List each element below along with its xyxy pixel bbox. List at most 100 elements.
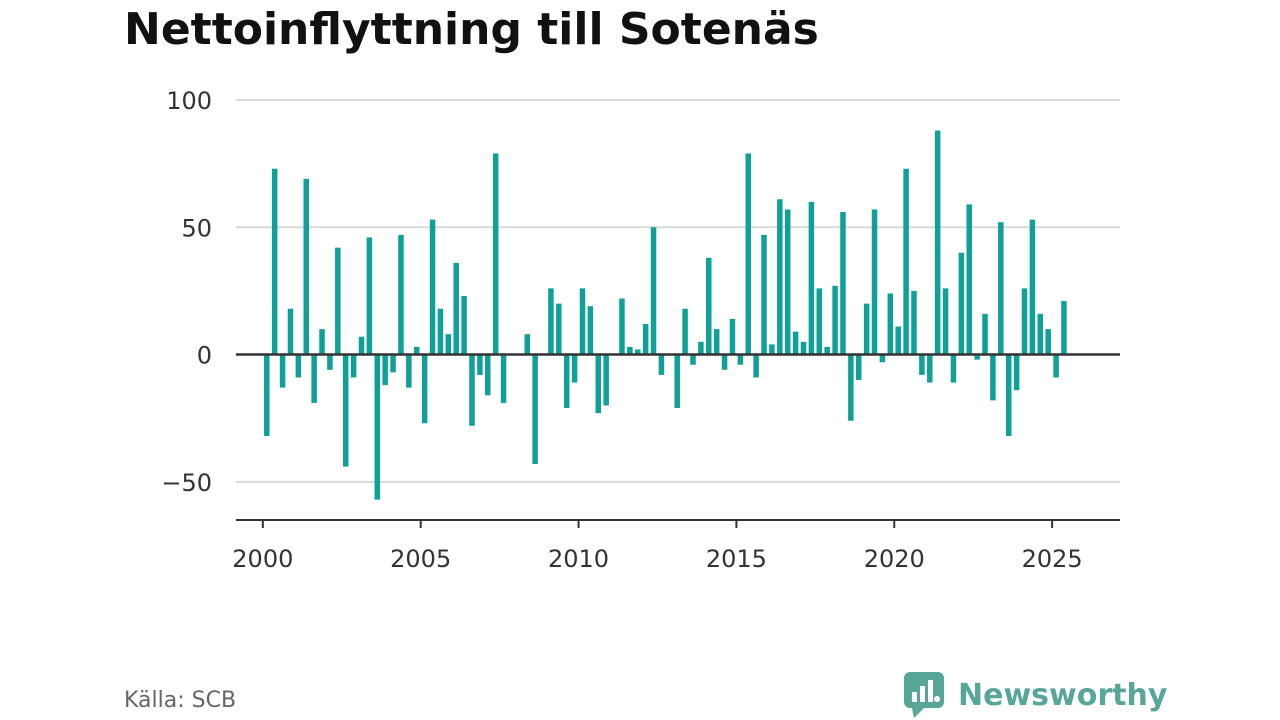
bar xyxy=(453,262,459,355)
bar xyxy=(958,252,965,355)
bar xyxy=(603,354,609,406)
bar xyxy=(548,288,554,355)
bar xyxy=(532,354,538,464)
bar xyxy=(1029,219,1036,355)
bar xyxy=(824,346,830,355)
bar xyxy=(461,296,467,355)
bar xyxy=(792,331,799,355)
bar xyxy=(477,354,483,375)
bar xyxy=(271,168,278,355)
bar xyxy=(382,354,388,386)
bar xyxy=(950,354,957,383)
bar xyxy=(966,204,972,355)
bar xyxy=(895,326,901,355)
y-tick-label: −50 xyxy=(161,469,212,497)
bar xyxy=(848,354,854,421)
bar xyxy=(342,354,349,467)
brand-name: Newsworthy xyxy=(958,677,1168,713)
bar xyxy=(492,153,499,355)
bars xyxy=(264,130,1067,500)
bar xyxy=(485,354,491,396)
bar xyxy=(1053,354,1059,378)
bar xyxy=(863,303,870,355)
axes xyxy=(236,353,1120,528)
bar xyxy=(879,354,886,363)
bar xyxy=(1045,329,1051,355)
bar xyxy=(737,354,744,365)
bar xyxy=(990,354,996,401)
bar xyxy=(856,354,862,380)
brand-logo: Newsworthy xyxy=(902,670,1167,720)
bar xyxy=(698,341,704,355)
bar xyxy=(887,293,894,355)
bar xyxy=(998,222,1004,355)
x-tick-labels: 2000 2005 2010 2015 2020 2025 xyxy=(232,545,1082,573)
bar xyxy=(429,219,436,355)
bar xyxy=(571,354,578,383)
bar xyxy=(982,313,988,355)
bar xyxy=(642,324,649,355)
bar xyxy=(445,334,452,355)
bar xyxy=(871,209,878,355)
bar xyxy=(911,290,917,355)
bar xyxy=(1061,301,1067,355)
bar xyxy=(627,346,633,355)
bar xyxy=(832,285,838,355)
bar xyxy=(658,354,665,375)
bar xyxy=(706,257,712,355)
bar xyxy=(816,288,823,355)
bar xyxy=(903,168,909,355)
chart-title: Nettoinflyttning till Sotenäs xyxy=(124,4,819,55)
x-tick-label: 2005 xyxy=(390,545,451,573)
source-note: Källa: SCB xyxy=(124,688,237,713)
bar xyxy=(674,354,680,408)
bar xyxy=(579,288,586,355)
bar xyxy=(1021,288,1028,355)
newsworthy-logo-icon xyxy=(904,672,944,718)
bar xyxy=(335,247,341,355)
bar xyxy=(587,306,594,355)
bar xyxy=(974,354,980,360)
bar xyxy=(311,354,317,403)
bar xyxy=(414,346,420,355)
x-tick-label: 2020 xyxy=(864,545,925,573)
bar xyxy=(563,354,570,408)
bar xyxy=(287,308,294,355)
bar xyxy=(1037,313,1044,355)
bar xyxy=(366,237,373,355)
bar xyxy=(327,354,333,370)
bar xyxy=(1005,354,1012,436)
bar xyxy=(690,354,696,365)
bar xyxy=(808,201,815,355)
bar xyxy=(721,354,728,370)
bar xyxy=(406,354,412,388)
bar xyxy=(279,354,286,388)
bar xyxy=(919,354,925,375)
x-tick-label: 2010 xyxy=(548,545,609,573)
bar xyxy=(295,354,302,378)
bar xyxy=(682,308,688,355)
bar xyxy=(942,288,949,355)
bar xyxy=(761,234,767,355)
bar xyxy=(374,354,381,500)
y-tick-label: 50 xyxy=(181,214,212,242)
bar xyxy=(800,341,807,355)
bar xyxy=(713,329,720,355)
bar xyxy=(635,349,641,355)
y-tick-labels: 100 50 0 −50 xyxy=(161,87,212,497)
bar xyxy=(729,318,736,355)
bar xyxy=(650,227,657,355)
bar xyxy=(753,354,759,378)
bar xyxy=(350,354,357,378)
bar xyxy=(934,130,941,355)
bar xyxy=(927,354,933,383)
bar xyxy=(840,212,846,355)
bar xyxy=(777,199,783,355)
bar xyxy=(398,234,404,355)
y-tick-label: 0 xyxy=(197,342,212,370)
bar xyxy=(619,298,625,355)
y-tick-label: 100 xyxy=(166,87,212,115)
bar xyxy=(319,329,325,355)
gridlines xyxy=(236,99,1120,483)
bar xyxy=(595,354,602,414)
